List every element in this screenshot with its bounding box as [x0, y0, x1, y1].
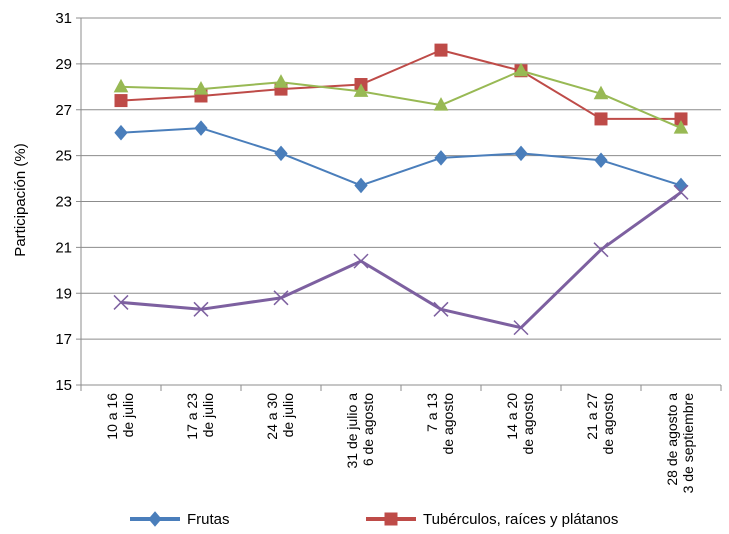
legend-item: Tubérculos, raíces y plátanos [366, 511, 618, 528]
data-point-diamond [434, 150, 448, 166]
series-line [120, 69, 682, 130]
x-tick-label: 21 a 27 de agosto [584, 393, 616, 455]
x-tick-label-line: 24 a 30 [264, 393, 280, 440]
data-point-x [113, 294, 129, 310]
y-tick-labels: 15 17 19 21 23 25 27 29 31 [55, 10, 72, 394]
y-tick-label: 25 [55, 148, 72, 165]
data-point-x [353, 253, 369, 269]
data-point-triangle [273, 74, 289, 88]
x-tick-labels: 10 a 16 de julio 17 a 23 de julio 24 a 30 de … [104, 393, 696, 494]
x-tick-label-line: de agosto [600, 393, 616, 455]
x-tick-label-line: 7 a 13 [424, 393, 440, 432]
data-point-x [193, 301, 209, 317]
y-tick-label: 21 [55, 239, 72, 256]
legend-item: Frutas [130, 511, 230, 528]
data-point-diamond [194, 120, 208, 136]
x-tick-label-line: 14 a 20 [504, 393, 520, 440]
data-point-diamond [674, 177, 688, 194]
data-point-diamond [148, 511, 162, 527]
y-tick-label: 15 [55, 377, 72, 394]
x-tick-label-line: 6 de agosto [360, 393, 376, 466]
data-point-square [594, 112, 608, 126]
y-tick-label: 31 [55, 10, 72, 27]
data-point-triangle [593, 85, 609, 100]
data-point-diamond [354, 177, 368, 194]
data-point-diamond [594, 152, 608, 168]
x-tick-label: 14 a 20 de agosto [504, 393, 536, 455]
x-tick-label-line: de julio [200, 393, 216, 438]
data-point-x [513, 320, 529, 336]
y-tick-label: 27 [55, 102, 72, 119]
data-point-diamond [274, 145, 288, 162]
data-point-diamond [114, 124, 128, 141]
series-3 [113, 184, 689, 336]
x-tick-label-line: de agosto [440, 393, 456, 455]
gridlines [81, 17, 721, 340]
data-point-x [673, 184, 689, 200]
series-line [120, 49, 681, 120]
data-point-x [433, 301, 449, 317]
legend-label: Frutas [187, 511, 230, 528]
y-tick-label: 29 [55, 56, 72, 73]
series-line [120, 127, 682, 187]
x-tick-label-line: 21 a 27 [584, 393, 600, 440]
data-point-triangle [193, 81, 209, 95]
data-point-triangle [513, 62, 529, 77]
x-tick-label: 10 a 16 de julio [104, 393, 136, 440]
x-tick-label-line: 3 de septiembre [680, 393, 696, 494]
data-point-x [273, 290, 289, 306]
x-tick-label: 24 a 30 de julio [264, 393, 296, 440]
series-line [120, 191, 682, 330]
x-tick-label: 17 a 23 de julio [184, 393, 216, 440]
y-tick-label: 19 [55, 285, 72, 302]
data-point-x [593, 242, 609, 258]
data-point-square [384, 512, 398, 526]
x-tick-label-line: de agosto [520, 393, 536, 455]
y-tick-label: 23 [55, 194, 72, 211]
data-point-triangle [433, 97, 449, 111]
data-point-square [114, 94, 128, 108]
y-axis-label: Participación (%) [12, 143, 29, 256]
data-point-triangle [353, 83, 369, 97]
y-tick-label: 17 [55, 331, 72, 348]
series-2 [113, 62, 689, 134]
series-0 [114, 120, 688, 194]
data-point-triangle [673, 120, 689, 134]
data-point-diamond [514, 145, 528, 162]
series-lines [113, 43, 689, 336]
x-tick-label-line: de julio [280, 393, 296, 438]
data-point-triangle [113, 78, 129, 93]
data-point-square [434, 43, 448, 57]
x-tick-label: 7 a 13 de agosto [424, 393, 456, 455]
legend-label: Tubérculos, raíces y plátanos [423, 511, 618, 528]
x-tick-label-line: de julio [120, 393, 136, 438]
x-tick-label-line: 31 de julio a [344, 393, 360, 469]
axes [76, 17, 722, 391]
x-tick-label-line: 17 a 23 [184, 393, 200, 440]
legend: Frutas Tubérculos, raíces y plátanos [130, 511, 618, 528]
x-tick-label-line: 28 de agosto a [664, 393, 680, 486]
x-tick-label-line: 10 a 16 [104, 393, 120, 440]
